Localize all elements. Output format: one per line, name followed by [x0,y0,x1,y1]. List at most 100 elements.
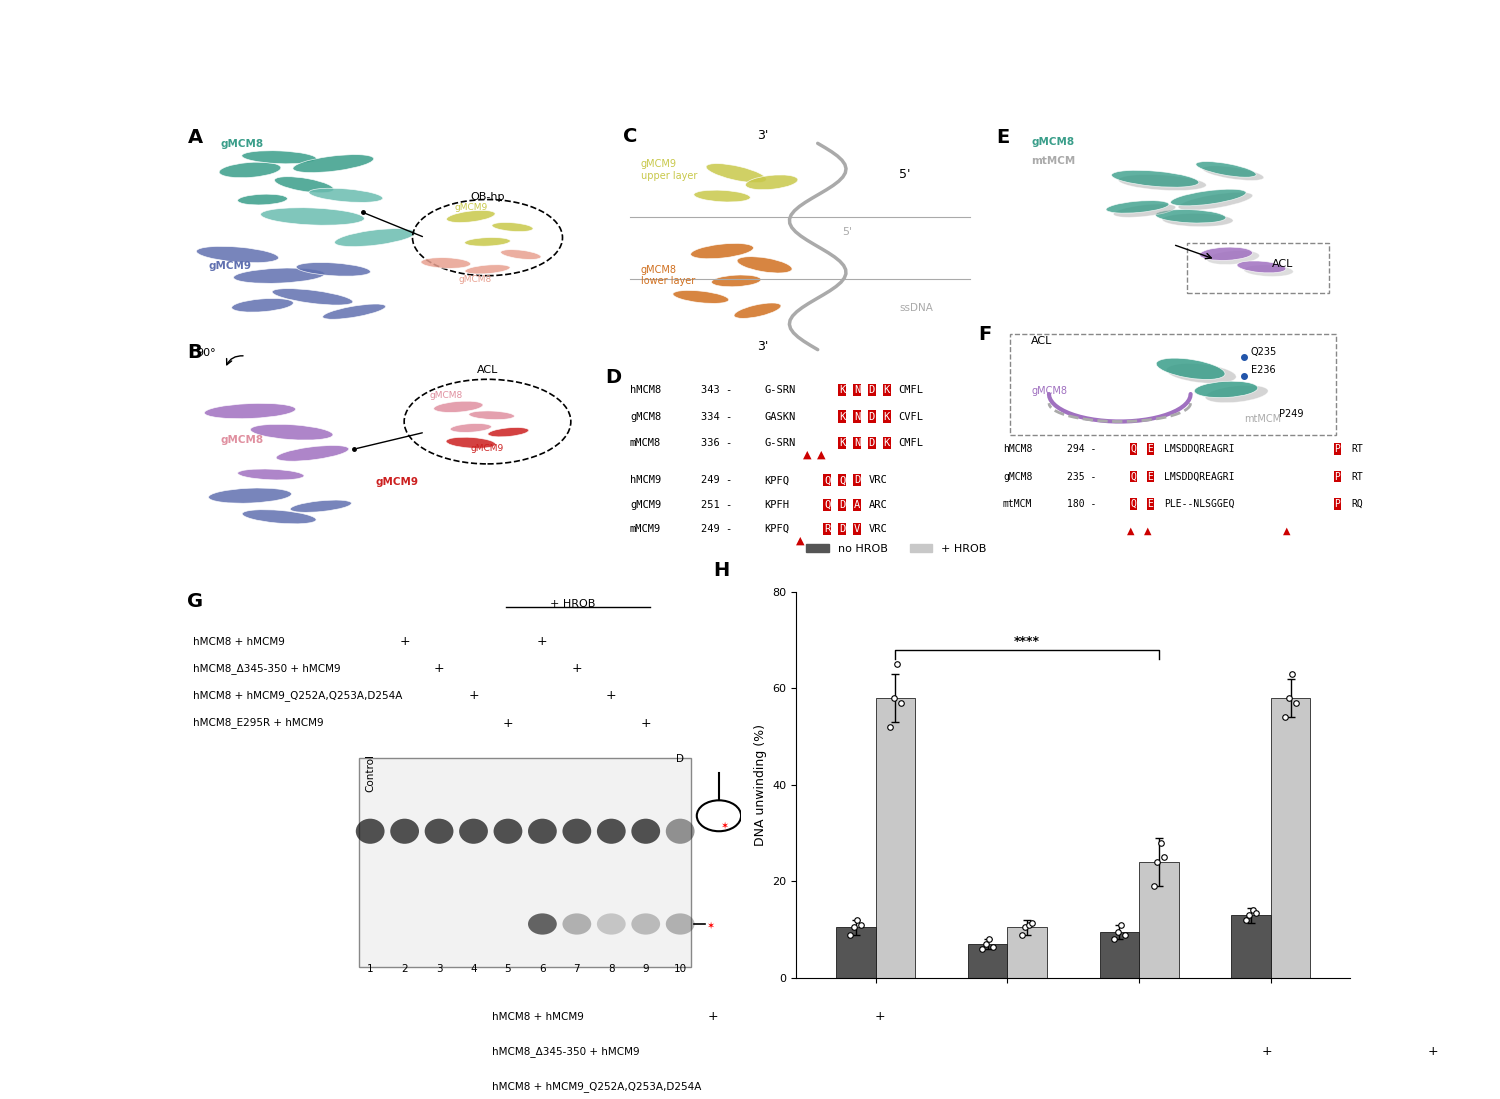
Ellipse shape [488,428,530,437]
Text: D: D [868,437,874,447]
Ellipse shape [231,299,294,312]
Ellipse shape [292,155,374,173]
Text: R: R [824,524,831,534]
Ellipse shape [274,177,334,192]
Ellipse shape [447,210,495,222]
Text: K: K [839,411,844,422]
Text: gMCM9
upper layer: gMCM9 upper layer [640,159,698,181]
Ellipse shape [242,510,316,524]
Ellipse shape [1167,364,1236,384]
Text: 5': 5' [843,227,852,237]
Text: gMCM9: gMCM9 [209,262,252,271]
Text: D: D [853,475,859,486]
Text: H: H [714,560,729,579]
Text: +: + [606,689,616,702]
Text: hMCM8 + hMCM9: hMCM8 + hMCM9 [492,1012,584,1022]
Ellipse shape [674,290,729,303]
Ellipse shape [209,488,291,503]
Bar [1232,915,1270,978]
Text: D: D [868,411,874,422]
Text: ▲: ▲ [1126,525,1134,536]
Bar [1008,928,1047,978]
Ellipse shape [242,151,316,164]
Text: D: D [604,368,621,387]
Text: gMCM8: gMCM8 [220,138,264,148]
Text: gMCM9: gMCM9 [630,500,662,510]
Ellipse shape [459,819,488,844]
Ellipse shape [1203,166,1264,180]
Text: gMCM9: gMCM9 [454,203,488,212]
Text: 1: 1 [368,964,374,974]
Text: ✶: ✶ [706,921,714,931]
Text: 180 -: 180 - [1066,499,1096,509]
Text: +: + [399,635,410,648]
Text: ▲: ▲ [802,449,812,459]
Text: +: + [537,635,548,648]
Ellipse shape [494,819,522,844]
Text: P: P [1335,471,1341,481]
Text: +: + [708,1010,718,1023]
Bar [1138,862,1179,978]
Ellipse shape [261,208,364,225]
Ellipse shape [470,411,514,420]
Ellipse shape [501,249,542,259]
Ellipse shape [1119,175,1206,190]
Ellipse shape [711,275,760,287]
Ellipse shape [597,913,626,934]
Ellipse shape [1178,192,1252,210]
Ellipse shape [562,913,591,934]
Text: hMCM8_Δ345-350 + hMCM9: hMCM8_Δ345-350 + hMCM9 [492,1046,639,1057]
Text: gMCM8: gMCM8 [220,435,264,445]
Ellipse shape [1162,213,1233,226]
Ellipse shape [334,229,416,246]
Text: mtMCM: mtMCM [1244,413,1281,423]
Text: ▲: ▲ [818,449,825,459]
Text: 5': 5' [898,168,910,180]
Ellipse shape [424,819,453,844]
Text: N: N [853,411,859,422]
Text: gMCM8
lower layer: gMCM8 lower layer [640,265,694,287]
Text: Q: Q [824,475,831,486]
Text: Control: Control [364,754,375,792]
Text: mMCM9: mMCM9 [630,524,662,534]
Ellipse shape [666,819,694,844]
Text: KPFQ: KPFQ [765,475,789,486]
Text: +: + [572,663,582,676]
Ellipse shape [1200,247,1252,260]
Text: PLE--NLSGGEQ: PLE--NLSGGEQ [1164,499,1234,509]
Text: hMCM8: hMCM8 [630,386,662,396]
Text: hMCM8: hMCM8 [1004,444,1032,454]
Text: D: D [868,386,874,396]
Ellipse shape [1170,189,1246,206]
Ellipse shape [1113,204,1176,218]
Bar [836,928,876,978]
Text: 343 -: 343 - [700,386,732,396]
Text: 90°: 90° [196,348,216,358]
Ellipse shape [433,401,483,412]
Ellipse shape [251,424,333,440]
Text: 251 -: 251 - [700,500,732,510]
Text: K: K [884,386,890,396]
Text: ACL: ACL [1272,259,1293,269]
Text: 7: 7 [573,964,580,974]
Ellipse shape [706,164,766,182]
Text: CMFL: CMFL [898,386,924,396]
Text: ▲: ▲ [1144,525,1152,536]
Bar [1270,698,1311,978]
Ellipse shape [422,257,471,268]
Ellipse shape [219,163,280,178]
Text: E236: E236 [1251,365,1275,376]
Text: +: + [433,663,444,676]
Text: mtMCM: mtMCM [1030,156,1075,166]
Text: +: + [640,717,651,730]
Text: ✶: ✶ [720,821,729,831]
Ellipse shape [666,913,694,934]
Text: K: K [884,411,890,422]
Ellipse shape [356,819,384,844]
Ellipse shape [1244,265,1293,276]
Text: CMFL: CMFL [898,437,924,447]
Text: V: V [853,524,859,534]
Text: Q: Q [1131,444,1137,454]
Ellipse shape [309,188,382,202]
Ellipse shape [690,243,753,258]
